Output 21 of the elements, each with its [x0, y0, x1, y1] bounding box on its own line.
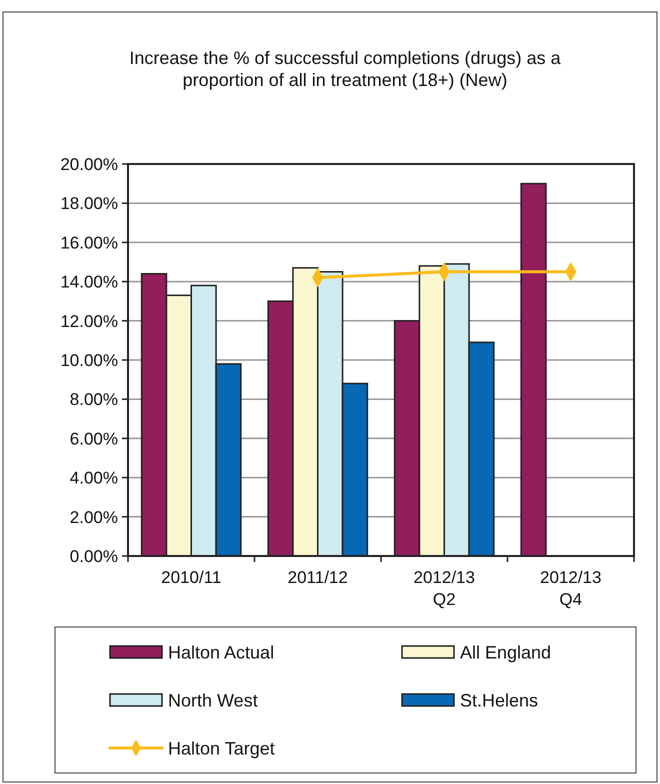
- y-tick-label: 6.00%: [70, 429, 118, 448]
- x-tick-label: 2011/12: [288, 568, 348, 587]
- y-tick-label: 14.00%: [60, 272, 118, 292]
- legend-label: Halton Target: [168, 738, 275, 758]
- chart-title: Increase the % of successful completions (drugs) as a proportion of all in treatment (18+) (New): [129, 48, 562, 90]
- x-tick-label: 2012/13 Q2: [414, 568, 475, 609]
- x-tick-label: 2010/11: [161, 568, 222, 587]
- y-tick-label: 2.00%: [70, 508, 118, 527]
- y-tick-label: 18.00%: [60, 194, 118, 214]
- y-tick-label: 0.00%: [70, 546, 118, 566]
- y-tick-label: 4.00%: [70, 468, 118, 488]
- y-tick-label: 20.00%: [60, 154, 118, 174]
- y-tick-label: 10.00%: [60, 350, 118, 370]
- legend-label: Halton Actual: [168, 642, 274, 662]
- x-tick-label: 2012/13 Q4: [540, 568, 602, 609]
- y-tick-label: 12.00%: [60, 312, 118, 331]
- y-tick-label: 8.00%: [70, 390, 118, 410]
- legend-label: All England: [460, 642, 552, 662]
- legend-label: North West: [168, 690, 258, 710]
- y-tick-label: 16.00%: [60, 233, 118, 252]
- legend-label: St.Helens: [460, 690, 538, 710]
